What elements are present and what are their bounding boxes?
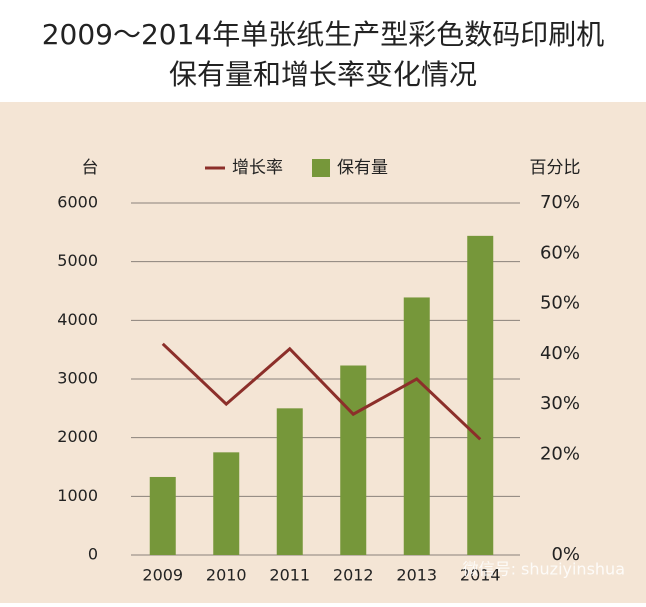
y2-axis-title: 百分比 bbox=[530, 158, 581, 178]
y-tick-label: 3000 bbox=[57, 369, 98, 388]
x-tick-label: 2012 bbox=[333, 566, 374, 585]
chart-subtitle: 保有量和增长率变化情况 bbox=[169, 58, 477, 91]
chart-title: 2009～2014年单张纸生产型彩色数码印刷机 bbox=[42, 18, 605, 51]
y-axis-title: 台 bbox=[82, 158, 99, 178]
y2-tick-label: 0% bbox=[551, 544, 580, 565]
y2-tick-label: 30% bbox=[540, 393, 580, 414]
y-tick-label: 1000 bbox=[57, 486, 98, 505]
bar bbox=[276, 408, 303, 555]
legend-swatch bbox=[312, 159, 330, 177]
bar bbox=[213, 452, 240, 555]
y-tick-label: 6000 bbox=[57, 193, 98, 212]
y-tick-label: 0 bbox=[88, 545, 98, 564]
y2-tick-label: 60% bbox=[540, 242, 580, 263]
x-tick-label: 2014 bbox=[460, 566, 501, 585]
bar bbox=[403, 297, 430, 555]
legend-label: 增长率 bbox=[232, 158, 283, 178]
y-tick-label: 2000 bbox=[57, 427, 98, 446]
y2-tick-label: 70% bbox=[540, 192, 580, 213]
bar bbox=[340, 365, 367, 555]
y2-tick-label: 40% bbox=[540, 343, 580, 364]
x-tick-label: 2013 bbox=[396, 566, 437, 585]
y2-tick-label: 50% bbox=[540, 293, 580, 314]
x-tick-label: 2009 bbox=[142, 566, 183, 585]
line bbox=[161, 342, 482, 441]
y-tick-label: 5000 bbox=[57, 251, 98, 270]
legend-label: 保有量 bbox=[337, 158, 388, 178]
x-tick-label: 2010 bbox=[206, 566, 247, 585]
x-tick-label: 2011 bbox=[269, 566, 310, 585]
plot-background bbox=[0, 102, 646, 603]
y2-tick-label: 20% bbox=[540, 443, 580, 464]
bar bbox=[149, 476, 176, 555]
y-tick-label: 4000 bbox=[57, 310, 98, 329]
bar bbox=[467, 235, 494, 555]
watermark: 微信号: shuziyinshua bbox=[463, 560, 625, 579]
